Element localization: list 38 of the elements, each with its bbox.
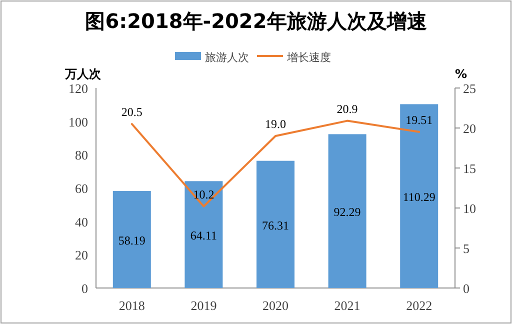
x-tick-label: 2020 bbox=[262, 298, 288, 313]
bar bbox=[400, 104, 438, 288]
y2-tick-label: 10 bbox=[463, 201, 476, 216]
y-tick-label: 100 bbox=[68, 114, 88, 130]
data-label: 10.2 bbox=[193, 187, 214, 202]
x-tick-label: 2018 bbox=[118, 298, 145, 313]
bar bbox=[256, 160, 294, 288]
data-label: 20.5 bbox=[121, 105, 142, 119]
data-label: 76.31 bbox=[262, 218, 289, 232]
x-tick-label: 2022 bbox=[406, 298, 432, 313]
y-tick-label: 40 bbox=[75, 214, 88, 230]
y2-tick-label: 15 bbox=[463, 161, 476, 176]
data-label: 20.9 bbox=[336, 102, 358, 116]
y2-tick-label: 25 bbox=[463, 81, 476, 96]
data-label: 110.29 bbox=[402, 190, 436, 204]
y-axis-title: 万人次 bbox=[64, 67, 102, 81]
y-tick-label: 20 bbox=[75, 248, 88, 263]
chart-title: 图6:2018年-2022年旅游人次及增速 bbox=[85, 9, 427, 33]
data-label: 19.51 bbox=[406, 112, 433, 127]
legend-label: 增长速度 bbox=[286, 51, 331, 64]
y-tick-label: 80 bbox=[75, 148, 88, 163]
legend-label: 旅游人次 bbox=[205, 51, 249, 64]
y2-tick-label: 0 bbox=[463, 281, 470, 296]
data-label: 19.0 bbox=[265, 117, 286, 131]
bar bbox=[328, 134, 366, 288]
x-tick-label: 2021 bbox=[334, 298, 360, 313]
data-label: 58.19 bbox=[118, 234, 146, 248]
bar bbox=[112, 191, 151, 288]
x-tick-label: 2019 bbox=[190, 298, 217, 313]
y2-axis-title: % bbox=[454, 67, 468, 81]
data-label: 64.11 bbox=[190, 228, 217, 243]
y-tick-label: 0 bbox=[82, 281, 88, 296]
y-tick-label: 60 bbox=[75, 181, 88, 196]
y2-tick-label: 20 bbox=[463, 121, 476, 136]
data-label: 92.29 bbox=[334, 205, 361, 220]
bar bbox=[184, 181, 223, 288]
y2-tick-label: 5 bbox=[463, 241, 470, 256]
y-tick-label: 120 bbox=[68, 81, 88, 96]
